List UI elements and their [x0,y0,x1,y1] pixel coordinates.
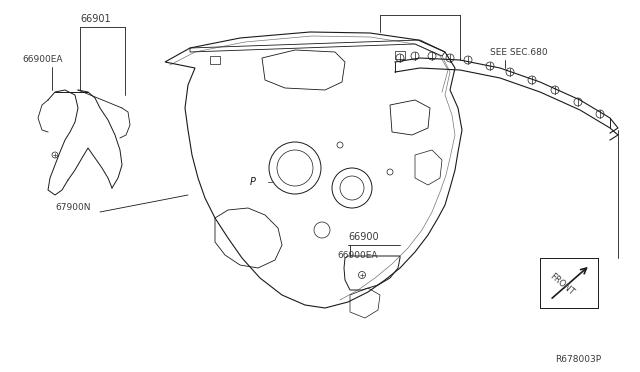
Text: FRONT: FRONT [548,272,576,297]
Text: P: P [250,177,256,187]
Text: 66900: 66900 [348,232,379,242]
Text: R678003P: R678003P [555,355,601,364]
Text: 66901: 66901 [80,14,111,24]
Text: 67900N: 67900N [55,203,90,212]
Text: SEE SEC.680: SEE SEC.680 [490,48,548,57]
Text: 66900EA: 66900EA [337,251,378,260]
Text: 66900EA: 66900EA [22,55,63,64]
